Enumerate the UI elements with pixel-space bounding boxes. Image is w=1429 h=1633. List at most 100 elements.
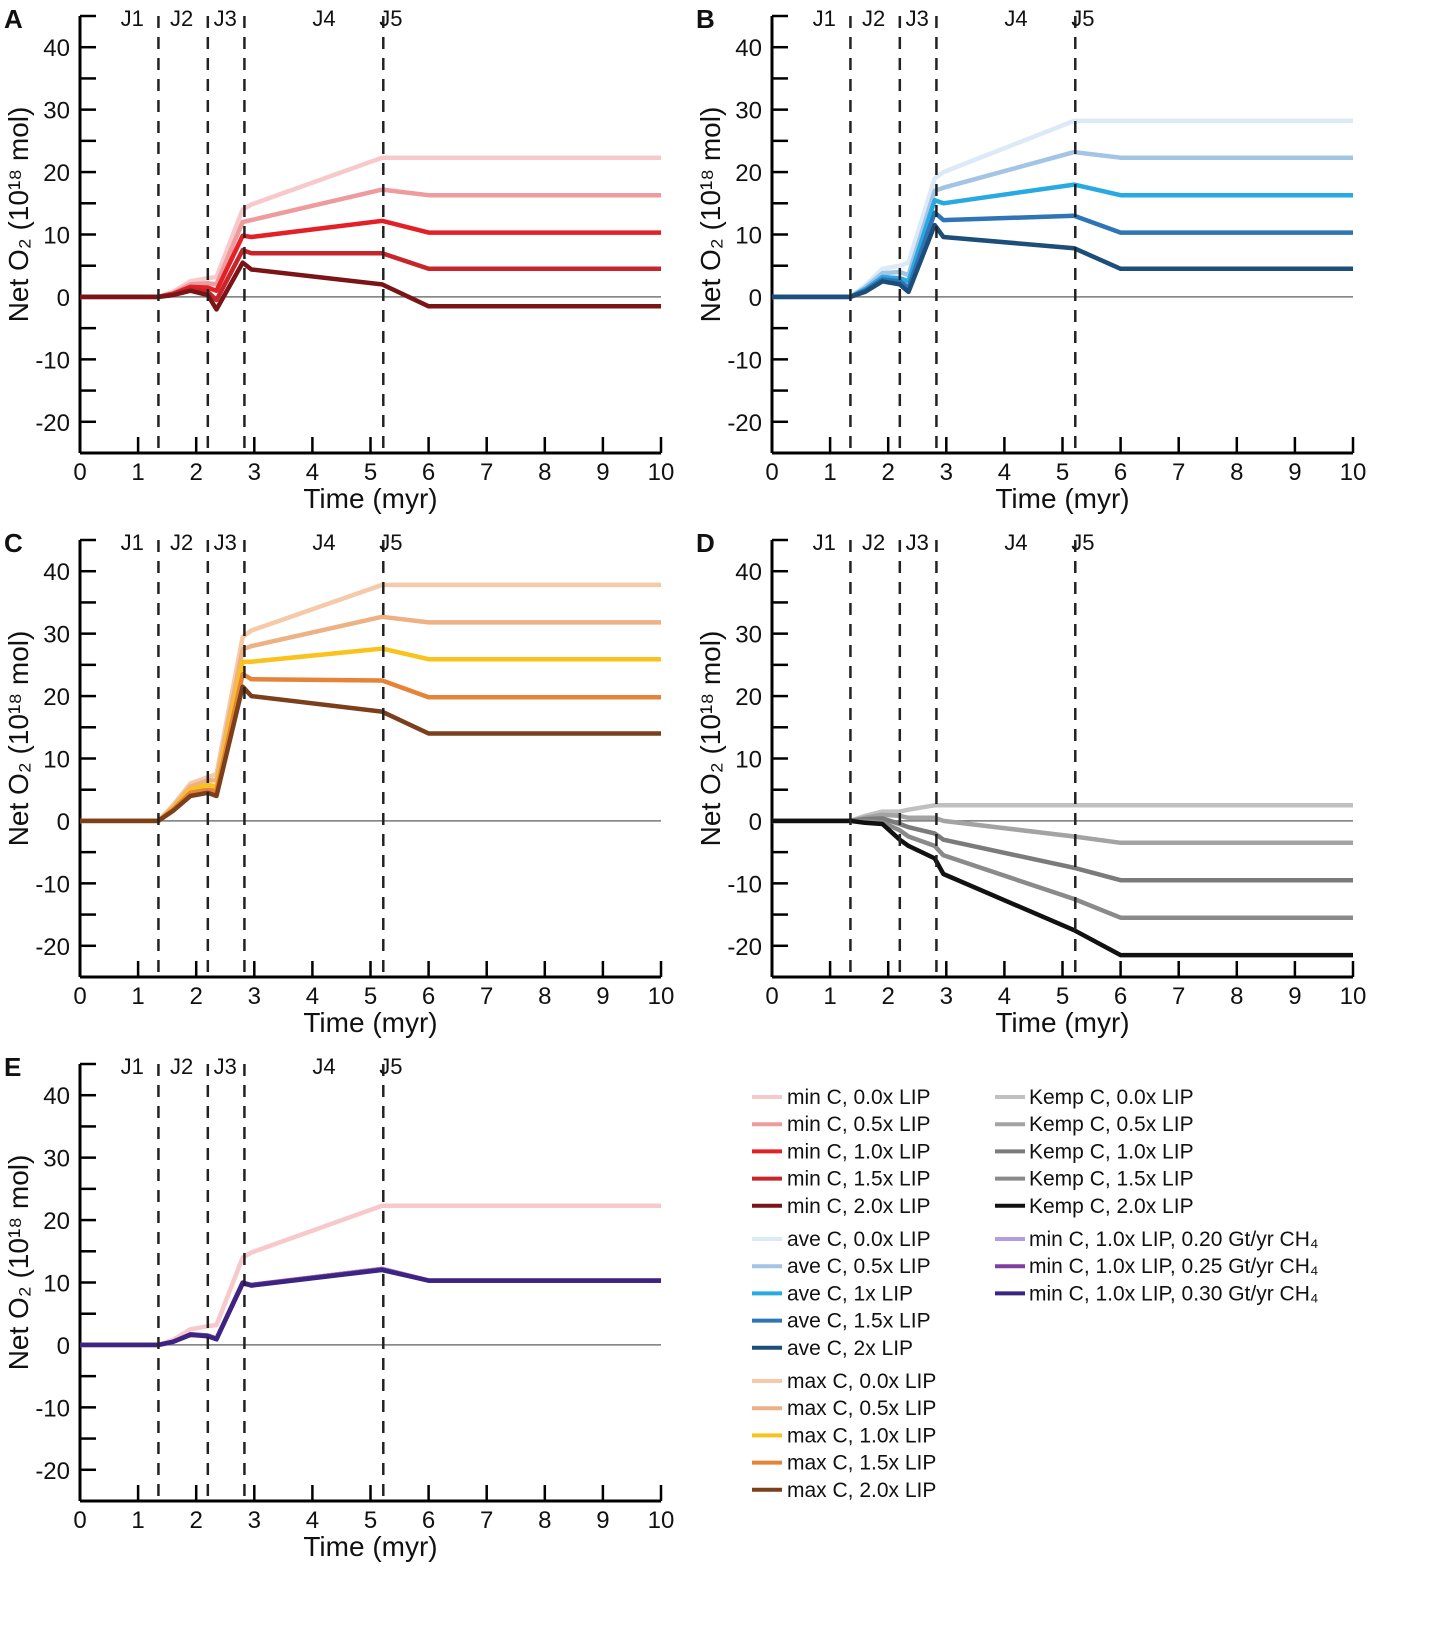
- phase-label: J5: [1071, 530, 1094, 555]
- x-tick-label: 1: [131, 1507, 144, 1534]
- legend-label: min C, 1.0x LIP, 0.30 Gt/yr CH₄: [1029, 1282, 1318, 1305]
- x-tick-label: 4: [306, 459, 319, 486]
- legend-item: min C, 1.0x LIP, 0.30 Gt/yr CH₄: [995, 1282, 1318, 1305]
- legend-label: min C, 1.5x LIP: [787, 1168, 931, 1191]
- panel-label: A: [4, 4, 23, 34]
- y-axis-label: Net O₂ (10¹⁸ mol): [3, 1155, 34, 1371]
- series-line: [772, 182, 1353, 300]
- x-tick-label: 4: [998, 983, 1011, 1010]
- y-tick-label: -10: [727, 347, 762, 374]
- legend-item: Kemp C, 0.5x LIP: [995, 1113, 1194, 1136]
- legend-item: Kemp C, 0.0x LIP: [995, 1086, 1194, 1109]
- legend-label: min C, 1.0x LIP, 0.20 Gt/yr CH₄: [1029, 1228, 1318, 1251]
- phase-label: J2: [170, 1054, 193, 1079]
- x-tick-label: 5: [1056, 459, 1069, 486]
- x-tick-label: 3: [248, 1507, 261, 1534]
- series-line: [80, 155, 661, 300]
- y-tick-label: -20: [727, 410, 762, 437]
- x-tick-label: 7: [480, 459, 493, 486]
- y-tick-label: 40: [43, 35, 70, 62]
- y-tick-label: 40: [735, 559, 762, 586]
- phase-label: J1: [813, 6, 836, 31]
- y-axis-label: Net O₂ (10¹⁸ mol): [3, 631, 34, 847]
- legend-item: ave C, 0.5x LIP: [752, 1255, 931, 1278]
- y-tick-label: 20: [43, 1208, 70, 1235]
- y-tick-label: -10: [35, 347, 70, 374]
- phase-label: J3: [214, 6, 237, 31]
- x-tick-label: 1: [823, 459, 836, 486]
- x-tick-label: 0: [73, 459, 86, 486]
- panel-label: D: [696, 528, 715, 558]
- y-tick-label: -20: [35, 934, 70, 961]
- y-tick-label: 30: [43, 1146, 70, 1173]
- x-tick-label: 2: [882, 459, 895, 486]
- y-tick-label: 10: [43, 747, 70, 774]
- y-tick-label: 30: [735, 98, 762, 125]
- phase-label: J2: [862, 6, 885, 31]
- y-tick-label: 40: [735, 35, 762, 62]
- x-tick-label: 10: [648, 459, 675, 486]
- phase-label: J2: [170, 530, 193, 555]
- x-tick-label: 2: [882, 983, 895, 1010]
- y-tick-label: 30: [735, 622, 762, 649]
- legend-item: min C, 0.0x LIP: [752, 1086, 931, 1109]
- phase-label: J3: [906, 6, 929, 31]
- phase-label: J4: [312, 6, 335, 31]
- x-axis-label: Time (myr): [995, 1007, 1129, 1038]
- legend-label: Kemp C, 1.5x LIP: [1029, 1168, 1194, 1191]
- phase-label: J3: [214, 530, 237, 555]
- x-tick-label: 9: [596, 459, 609, 486]
- y-tick-label: 20: [43, 684, 70, 711]
- legend-item: min C, 1.0x LIP, 0.20 Gt/yr CH₄: [995, 1228, 1318, 1251]
- x-axis-label: Time (myr): [995, 483, 1129, 514]
- legend-label: ave C, 1x LIP: [787, 1282, 913, 1305]
- series-line: [772, 149, 1353, 300]
- legend-item: Kemp C, 1.5x LIP: [995, 1168, 1194, 1191]
- phase-label: J1: [121, 530, 144, 555]
- panel-E: E -20 -10 0 10 20 30 40 0 1 2 3 4 5 6 7 8 9 10 Time (myr) Ne…: [3, 1052, 674, 1562]
- x-tick-label: 8: [538, 983, 551, 1010]
- legend-label: max C, 0.0x LIP: [787, 1370, 936, 1393]
- x-tick-label: 6: [1114, 983, 1127, 1010]
- phase-label: J2: [862, 530, 885, 555]
- series-line: [80, 260, 661, 312]
- y-tick-label: -20: [35, 1458, 70, 1485]
- series-line: [80, 1203, 661, 1348]
- y-tick-label: 40: [43, 1083, 70, 1110]
- x-tick-label: 8: [538, 1507, 551, 1534]
- y-tick-label: 20: [735, 684, 762, 711]
- y-tick-label: -20: [35, 410, 70, 437]
- y-tick-label: 30: [43, 622, 70, 649]
- legend-label: Kemp C, 2.0x LIP: [1029, 1195, 1194, 1218]
- phase-label: J3: [906, 530, 929, 555]
- x-axis-label: Time (myr): [303, 1531, 437, 1562]
- legend-item: ave C, 1x LIP: [752, 1282, 913, 1305]
- x-tick-label: 10: [1340, 983, 1367, 1010]
- x-tick-label: 5: [364, 983, 377, 1010]
- x-axis-label: Time (myr): [303, 483, 437, 514]
- x-tick-label: 1: [131, 983, 144, 1010]
- x-tick-label: 6: [422, 983, 435, 1010]
- x-tick-label: 6: [422, 459, 435, 486]
- x-tick-label: 3: [940, 983, 953, 1010]
- x-tick-label: 3: [248, 459, 261, 486]
- x-tick-label: 8: [1230, 459, 1243, 486]
- series-line: [80, 671, 661, 824]
- series-line: [80, 1267, 661, 1348]
- legend-item: max C, 2.0x LIP: [752, 1479, 936, 1502]
- y-tick-label: 10: [43, 223, 70, 250]
- legend-item: min C, 1.0x LIP: [752, 1140, 931, 1163]
- x-tick-label: 5: [364, 459, 377, 486]
- legend-item: Kemp C, 1.0x LIP: [995, 1140, 1194, 1163]
- legend-label: min C, 2.0x LIP: [787, 1195, 931, 1218]
- series-line: [80, 614, 661, 824]
- legend-item: ave C, 1.5x LIP: [752, 1310, 931, 1333]
- x-tick-label: 7: [1172, 983, 1185, 1010]
- panel-label: B: [696, 4, 715, 34]
- y-tick-label: 20: [735, 160, 762, 187]
- y-tick-label: 0: [57, 1333, 70, 1360]
- x-tick-label: 8: [1230, 983, 1243, 1010]
- legend-item: min C, 0.5x LIP: [752, 1113, 931, 1136]
- phase-label: J3: [214, 1054, 237, 1079]
